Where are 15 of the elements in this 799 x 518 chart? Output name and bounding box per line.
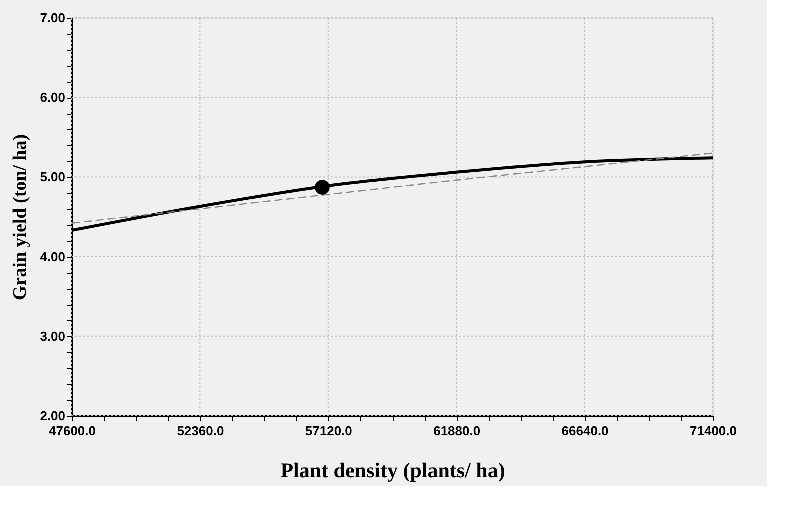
x-tick-label: 66640.0 (562, 424, 609, 438)
y-tick-label: 2.00 (40, 408, 66, 424)
x-tick-label: 47600.0 (49, 424, 96, 438)
y-tick-label: 4.00 (40, 249, 66, 264)
y-axis-title: Grain yield (ton/ ha) (10, 134, 32, 301)
y-tick-label: 3.00 (40, 328, 66, 344)
y-tick-label: 7.00 (40, 10, 66, 26)
x-tick-label: 71400.0 (690, 424, 737, 438)
x-axis-title: Plant density (plants/ ha) (280, 458, 506, 482)
x-tick-label: 52360.0 (177, 424, 224, 438)
y-tick-label: 6.00 (40, 90, 66, 106)
line-series (71, 152, 714, 224)
y-tick-label: 5.00 (40, 170, 66, 185)
x-tick-label: 57120.0 (305, 424, 352, 438)
x-tick-label: 61880.0 (434, 424, 481, 438)
